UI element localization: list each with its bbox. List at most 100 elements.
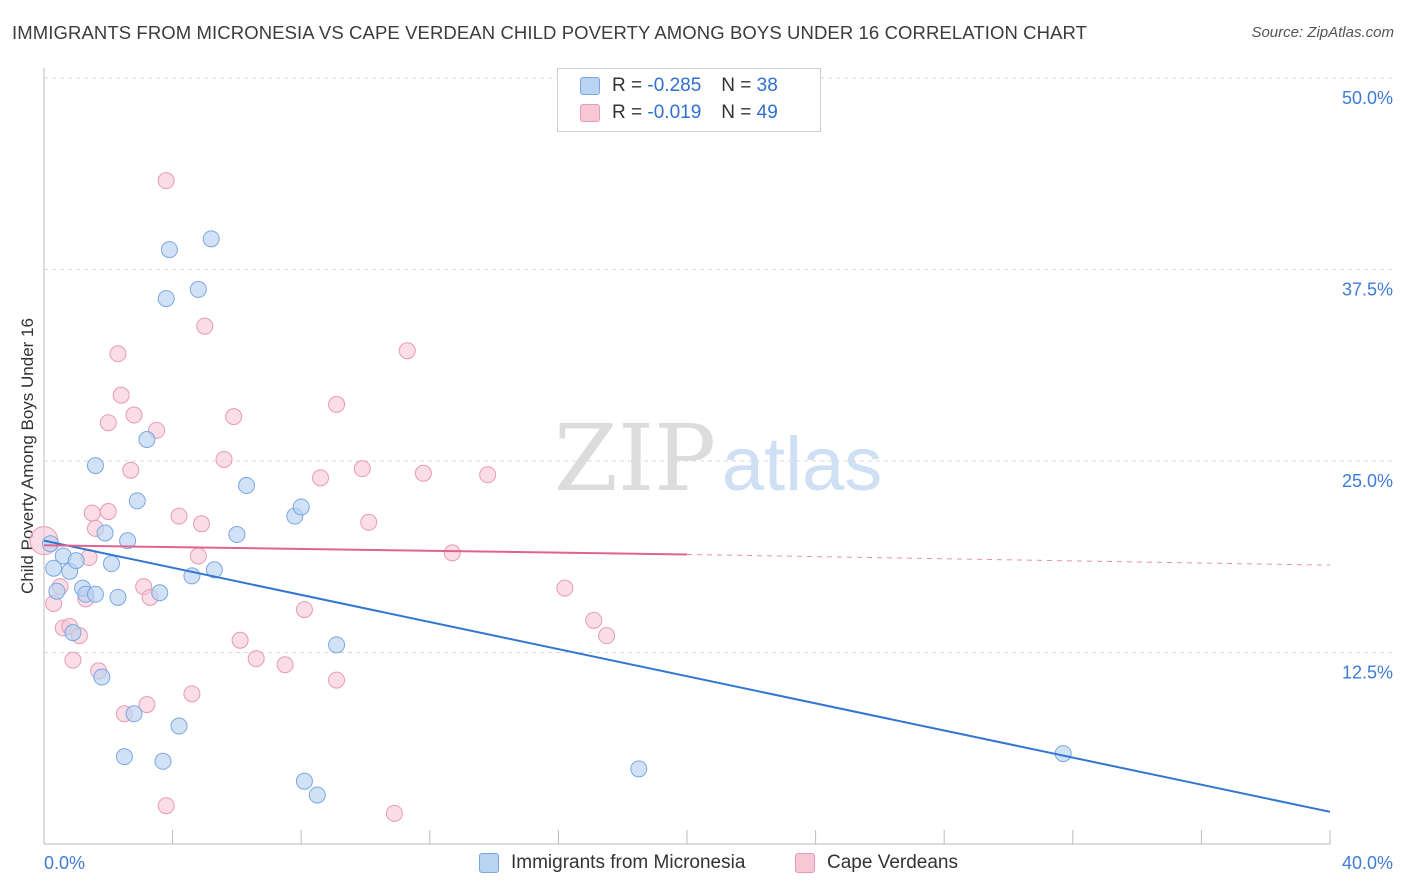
n-label: N = xyxy=(721,75,752,96)
data-point-cape-verdeans xyxy=(183,685,201,703)
x-tick-label: 0.0% xyxy=(44,853,85,873)
stats-legend-row-cape-verdeans: R = -0.019 N = 49 xyxy=(580,101,778,125)
stats-legend-row-micronesia: R = -0.285 N = 38 xyxy=(580,74,778,98)
data-point-micronesia xyxy=(115,748,133,766)
data-point-micronesia xyxy=(328,636,346,654)
data-point-cape-verdeans xyxy=(247,650,265,668)
data-point-micronesia xyxy=(630,760,648,778)
r-label: R = xyxy=(612,102,643,123)
x-tick-label: 40.0% xyxy=(1342,853,1393,873)
legend-label-cape-verdeans: Cape Verdeans xyxy=(827,852,958,873)
data-point-cape-verdeans xyxy=(109,345,127,363)
legend-item-micronesia: Immigrants from Micronesia xyxy=(479,852,745,874)
data-point-micronesia xyxy=(228,526,246,544)
data-point-micronesia xyxy=(154,752,172,770)
data-point-cape-verdeans xyxy=(328,671,346,689)
data-point-micronesia xyxy=(67,552,85,570)
pink-swatch xyxy=(580,104,600,122)
r-value-micronesia: -0.285 xyxy=(647,75,702,96)
watermark-zip: ZIP xyxy=(554,405,716,512)
data-point-cape-verdeans xyxy=(157,172,175,190)
data-point-cape-verdeans xyxy=(196,317,214,335)
data-point-cape-verdeans xyxy=(598,627,616,645)
n-value-cape-verdeans: 49 xyxy=(756,102,778,123)
data-point-micronesia xyxy=(103,555,121,573)
data-point-cape-verdeans xyxy=(414,464,432,482)
data-point-micronesia xyxy=(160,241,178,259)
blue-swatch xyxy=(479,853,499,873)
gridlines xyxy=(44,77,1392,653)
series-legend: Immigrants from Micronesia Cape Verdeans xyxy=(0,852,1406,878)
r-label: R = xyxy=(612,75,643,96)
data-point-cape-verdeans xyxy=(353,460,371,478)
source-label: Source: ZipAtlas.com xyxy=(1251,24,1394,41)
data-point-micronesia xyxy=(64,624,82,642)
y-tick-label: 25.0% xyxy=(1342,471,1393,491)
data-point-micronesia xyxy=(238,477,256,495)
data-point-cape-verdeans xyxy=(122,461,140,479)
data-point-cape-verdeans xyxy=(225,408,243,426)
chart-title: IMMIGRANTS FROM MICRONESIA VS CAPE VERDE… xyxy=(12,22,1088,43)
data-point-cape-verdeans xyxy=(231,631,249,649)
data-point-cape-verdeans xyxy=(215,450,233,468)
trend-line-cape-verdeans xyxy=(43,544,688,556)
legend-label-micronesia: Immigrants from Micronesia xyxy=(511,852,746,873)
data-point-cape-verdeans xyxy=(157,797,175,815)
data-point-cape-verdeans xyxy=(138,696,156,714)
trend-line-micronesia xyxy=(43,539,1331,813)
pink-swatch xyxy=(795,853,815,873)
data-point-micronesia xyxy=(292,498,310,516)
data-point-cape-verdeans xyxy=(328,395,346,413)
data-point-micronesia xyxy=(202,230,220,248)
data-point-cape-verdeans xyxy=(64,651,82,669)
data-point-micronesia xyxy=(157,290,175,308)
axes xyxy=(43,68,1331,845)
watermark-atlas: atlas xyxy=(722,422,883,507)
data-point-cape-verdeans xyxy=(112,386,130,404)
blue-swatch xyxy=(580,77,600,95)
data-point-micronesia xyxy=(93,668,111,686)
data-point-cape-verdeans xyxy=(556,579,574,597)
data-point-micronesia xyxy=(45,559,63,577)
trend-lines xyxy=(43,539,1331,813)
data-point-micronesia xyxy=(295,772,313,790)
data-point-micronesia xyxy=(138,431,156,449)
data-point-micronesia xyxy=(96,524,114,542)
r-value-cape-verdeans: -0.019 xyxy=(647,102,702,123)
data-point-micronesia xyxy=(109,588,127,606)
data-point-cape-verdeans xyxy=(295,601,313,619)
stats-legend: R = -0.285 N = 38 R = -0.019 N = 49 xyxy=(557,68,821,132)
data-point-cape-verdeans xyxy=(83,504,101,522)
data-point-cape-verdeans xyxy=(125,406,143,424)
data-point-cape-verdeans xyxy=(170,507,188,525)
data-point-micronesia xyxy=(119,532,137,550)
data-point-micronesia xyxy=(170,717,188,735)
data-point-micronesia xyxy=(308,786,326,804)
data-point-cape-verdeans xyxy=(443,544,461,562)
y-tick-label: 37.5% xyxy=(1342,280,1393,300)
data-point-cape-verdeans xyxy=(99,414,117,432)
data-point-cape-verdeans xyxy=(360,513,378,531)
trend-line-cape-verdeans-extension xyxy=(686,553,1331,566)
data-point-micronesia xyxy=(189,280,207,298)
tick-labels: 12.5% 25.0% 37.5% 50.0% 0.0% 40.0% xyxy=(44,88,1393,873)
data-point-cape-verdeans xyxy=(193,515,211,533)
data-point-cape-verdeans xyxy=(385,804,403,822)
data-point-micronesia xyxy=(205,561,223,579)
data-point-cape-verdeans xyxy=(398,342,416,360)
n-label: N = xyxy=(721,102,752,123)
y-tick-label: 50.0% xyxy=(1342,88,1393,108)
data-point-micronesia xyxy=(128,492,146,510)
legend-item-cape-verdeans: Cape Verdeans xyxy=(795,852,958,874)
data-point-micronesia xyxy=(86,585,104,603)
data-point-cape-verdeans xyxy=(189,547,207,565)
data-point-cape-verdeans xyxy=(479,466,497,484)
data-point-cape-verdeans xyxy=(311,469,329,487)
data-point-micronesia xyxy=(151,584,169,602)
data-point-cape-verdeans xyxy=(276,656,294,674)
data-point-cape-verdeans xyxy=(99,503,117,521)
data-point-micronesia xyxy=(125,705,143,723)
y-tick-label: 12.5% xyxy=(1342,663,1393,683)
data-point-micronesia xyxy=(86,457,104,475)
